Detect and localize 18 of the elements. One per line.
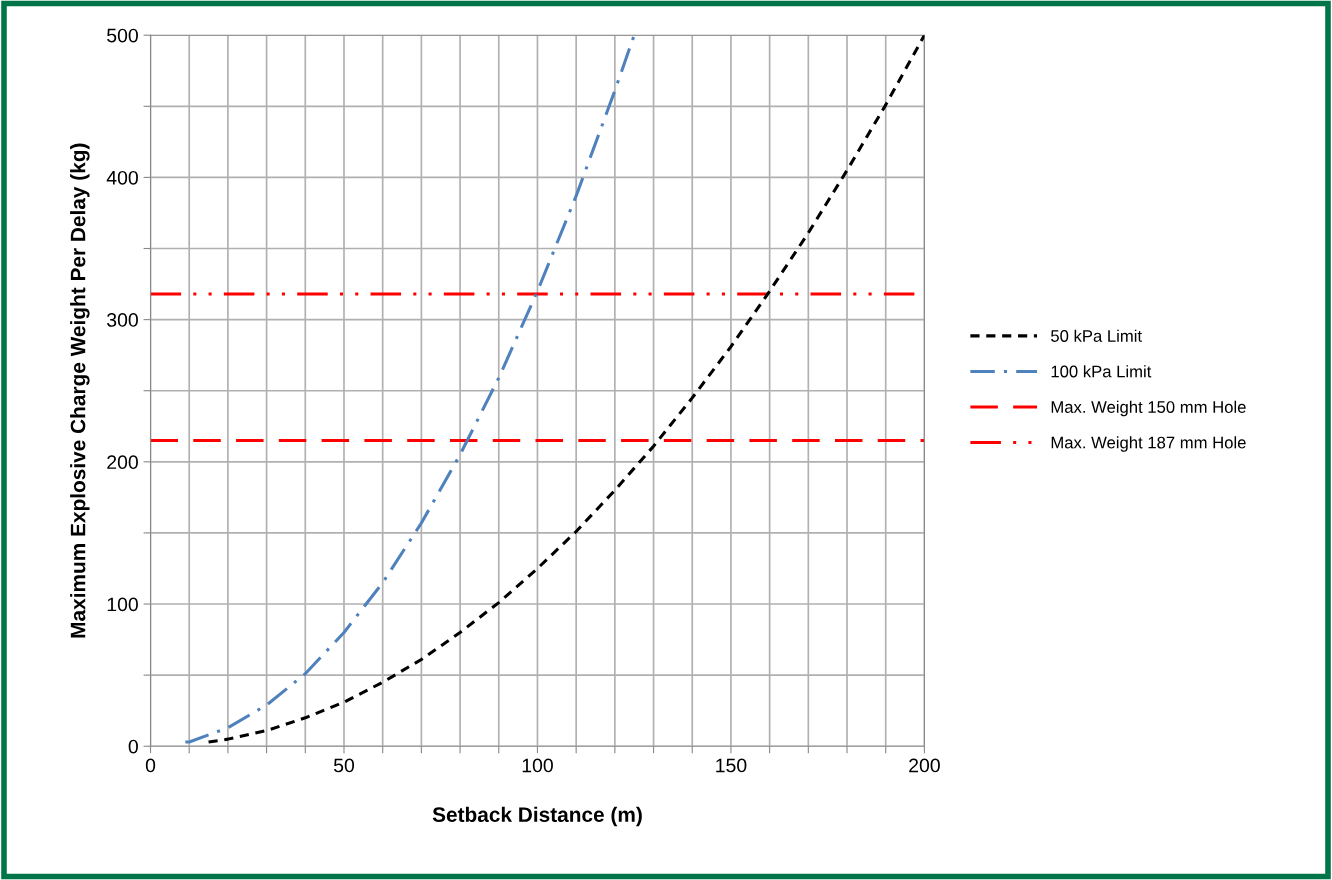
x-axis-title: Setback Distance (m)	[432, 806, 642, 827]
x-tick-label: 0	[145, 758, 156, 773]
x-tick-label: 50	[333, 758, 355, 773]
x-tick-label: 150	[716, 758, 747, 773]
legend-label: 50 kPa Limit	[1051, 329, 1142, 342]
x-tick-label: 200	[909, 758, 940, 773]
x-tick-label: 100	[522, 758, 553, 773]
y-tick-label: 500	[107, 28, 138, 43]
y-tick-label: 300	[107, 313, 138, 327]
legend-label: Max. Weight 187 mm Hole	[1051, 436, 1246, 452]
legend-label: Max. Weight 150 mm Hole	[1051, 400, 1246, 417]
line-series	[183, 35, 636, 744]
legend-label: 100 kPa Limit	[1051, 365, 1152, 378]
y-axis-title: Maximum Explosive Charge Weight Per Delay (kg)	[70, 143, 90, 638]
y-tick-label: 100	[107, 597, 138, 612]
y-tick-label: 200	[107, 455, 138, 470]
y-tick-label: 400	[106, 170, 138, 185]
y-tick-label: 0	[128, 739, 138, 754]
